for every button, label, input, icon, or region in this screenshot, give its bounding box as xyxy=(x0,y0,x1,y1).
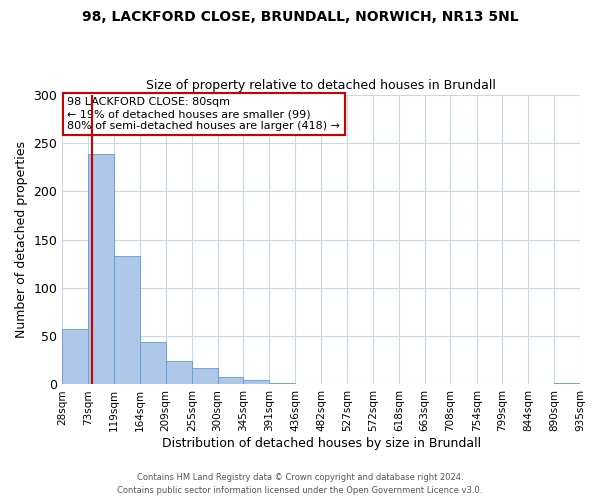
Title: Size of property relative to detached houses in Brundall: Size of property relative to detached ho… xyxy=(146,79,496,92)
Bar xyxy=(243,380,269,384)
Text: 98 LACKFORD CLOSE: 80sqm
← 19% of detached houses are smaller (99)
80% of semi-d: 98 LACKFORD CLOSE: 80sqm ← 19% of detach… xyxy=(67,98,340,130)
X-axis label: Distribution of detached houses by size in Brundall: Distribution of detached houses by size … xyxy=(161,437,481,450)
Bar xyxy=(166,362,192,384)
Bar xyxy=(88,154,114,384)
Bar xyxy=(114,256,140,384)
Bar xyxy=(218,376,243,384)
Text: Contains HM Land Registry data © Crown copyright and database right 2024.
Contai: Contains HM Land Registry data © Crown c… xyxy=(118,474,482,495)
Bar xyxy=(62,330,88,384)
Bar xyxy=(140,342,166,384)
Text: 98, LACKFORD CLOSE, BRUNDALL, NORWICH, NR13 5NL: 98, LACKFORD CLOSE, BRUNDALL, NORWICH, N… xyxy=(82,10,518,24)
Y-axis label: Number of detached properties: Number of detached properties xyxy=(15,141,28,338)
Bar xyxy=(192,368,218,384)
